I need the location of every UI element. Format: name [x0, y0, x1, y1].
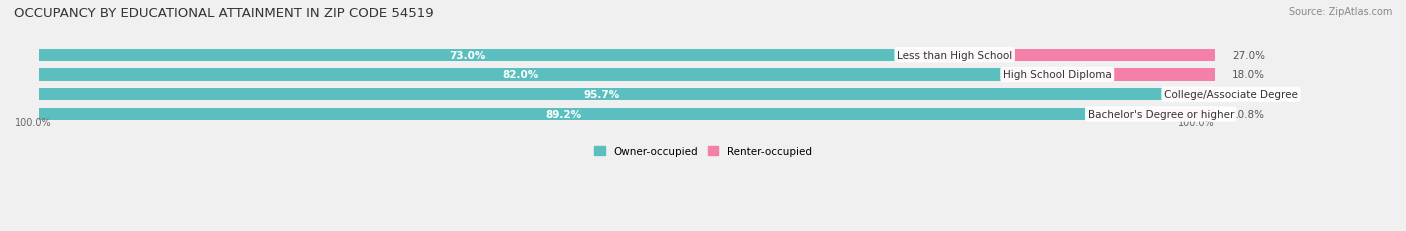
Bar	[38, 69, 1002, 81]
Text: 10.8%: 10.8%	[1232, 109, 1265, 119]
Bar	[38, 89, 1164, 101]
Text: 18.0%: 18.0%	[1232, 70, 1265, 80]
Bar	[38, 108, 1088, 121]
Text: 4.4%: 4.4%	[1233, 90, 1260, 100]
Text: 100.0%: 100.0%	[1178, 117, 1215, 127]
Bar	[1164, 89, 1216, 101]
Bar	[38, 49, 1215, 62]
Text: OCCUPANCY BY EDUCATIONAL ATTAINMENT IN ZIP CODE 54519: OCCUPANCY BY EDUCATIONAL ATTAINMENT IN Z…	[14, 7, 433, 20]
Text: Less than High School: Less than High School	[897, 51, 1012, 61]
Legend: Owner-occupied, Renter-occupied: Owner-occupied, Renter-occupied	[591, 142, 815, 160]
Bar	[1088, 108, 1215, 121]
Text: Bachelor's Degree or higher: Bachelor's Degree or higher	[1088, 109, 1234, 119]
Text: High School Diploma: High School Diploma	[1002, 70, 1112, 80]
Text: 95.7%: 95.7%	[583, 90, 620, 100]
Text: 82.0%: 82.0%	[502, 70, 538, 80]
Text: College/Associate Degree: College/Associate Degree	[1164, 90, 1298, 100]
Bar	[38, 89, 1215, 101]
Text: Source: ZipAtlas.com: Source: ZipAtlas.com	[1288, 7, 1392, 17]
Bar	[38, 49, 897, 62]
Bar	[38, 108, 1215, 121]
Text: 100.0%: 100.0%	[15, 117, 52, 127]
Bar	[1002, 69, 1215, 81]
Bar	[897, 49, 1215, 62]
Text: 73.0%: 73.0%	[450, 51, 486, 61]
Bar	[38, 69, 1215, 81]
Text: 27.0%: 27.0%	[1232, 51, 1265, 61]
Text: 89.2%: 89.2%	[546, 109, 581, 119]
